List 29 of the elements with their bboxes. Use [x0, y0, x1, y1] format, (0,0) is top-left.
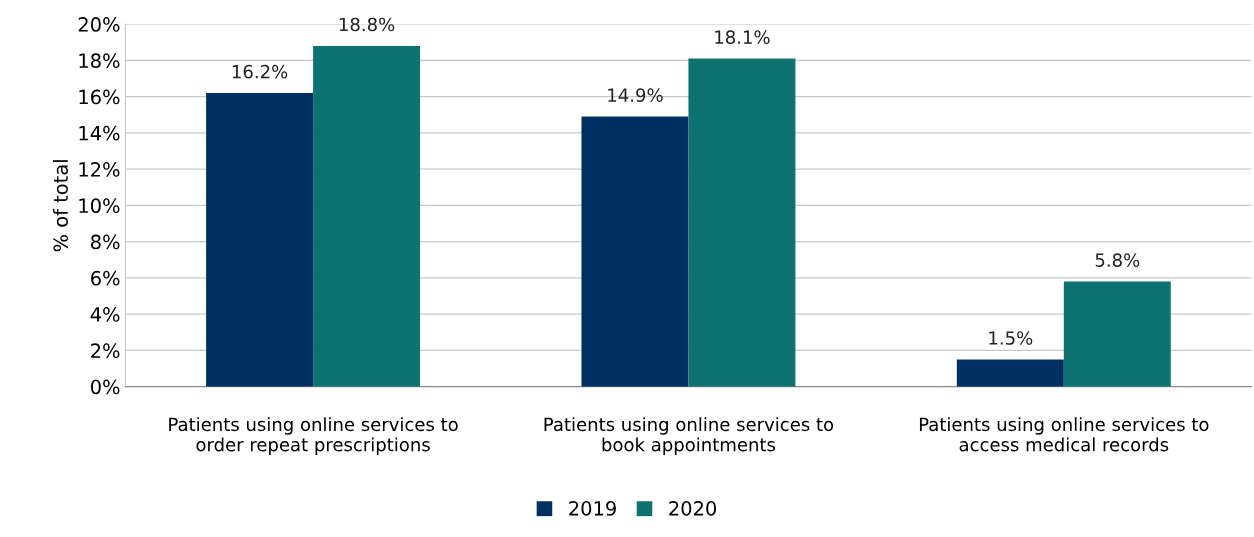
y-tick-label: 18% — [79, 53, 120, 69]
y-tick-label: 14% — [79, 125, 120, 141]
bar — [206, 93, 314, 387]
y-tick-label: 10% — [79, 198, 120, 214]
y-tick-label: 20% — [78, 17, 120, 32]
legend-label: 2020 — [669, 501, 717, 516]
y-tick-label: 6% — [91, 270, 120, 286]
data-label: 18.1% — [715, 30, 770, 44]
bar — [581, 116, 689, 387]
data-label: 1.5% — [989, 331, 1033, 345]
y-tick-label: 0% — [90, 379, 120, 395]
bar — [688, 58, 796, 387]
x-tick-label: Patients using online services to access medical records — [919, 417, 1209, 452]
bar — [956, 359, 1064, 387]
y-tick-label: 12% — [79, 162, 120, 177]
x-tick-label: Patients using online services to book appointments — [544, 417, 834, 455]
bar — [1063, 281, 1171, 387]
y-tick-label: 16% — [79, 89, 120, 105]
y-tick-label: 8% — [91, 234, 120, 250]
legend-label: 2019 — [569, 501, 616, 516]
x-tick-label: Patients using online services to order repeat prescriptions — [169, 417, 458, 455]
bar — [313, 45, 421, 387]
y-tick-label: 2% — [91, 343, 120, 359]
data-label: 16.2% — [232, 64, 288, 79]
data-label: 18.8% — [339, 17, 395, 32]
y-axis-title: % of total — [52, 160, 68, 252]
data-label: 14.9% — [608, 88, 663, 102]
data-label: 5.8% — [1095, 253, 1140, 267]
y-tick-label: 4% — [90, 307, 120, 322]
